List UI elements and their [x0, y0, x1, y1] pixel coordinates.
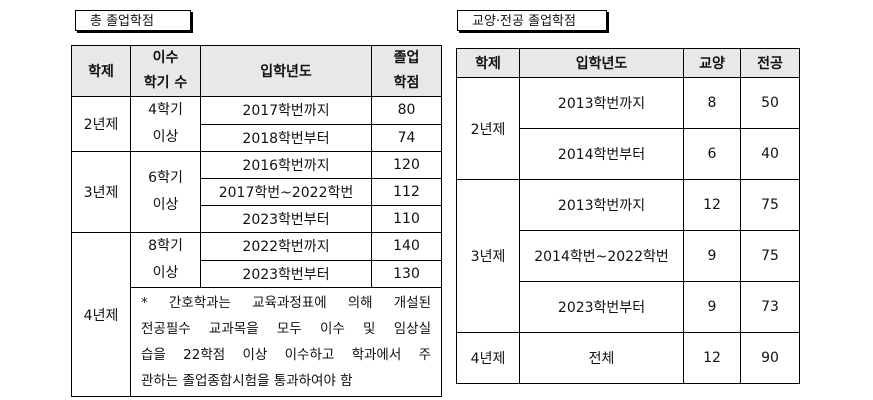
- header-semesters-line1: 이수: [152, 50, 179, 66]
- liberal-cell: 9: [683, 230, 741, 282]
- header-credits: 졸업 학점: [371, 45, 442, 97]
- credits-cell: 110: [371, 205, 442, 233]
- header-system: 학제: [71, 45, 131, 97]
- table-row: 2년제 4학기 이상 2017학번까지 80: [71, 96, 442, 152]
- header-semesters: 이수 학기 수: [130, 45, 201, 97]
- liberal-cell: 12: [683, 332, 741, 384]
- credits-cell: 80: [371, 96, 442, 125]
- liberal-cell: 12: [683, 179, 741, 231]
- major-cell: 90: [740, 332, 800, 384]
- semesters-cell: 6학기 이상: [130, 151, 201, 233]
- system-cell: 4년제: [456, 332, 520, 384]
- semesters-line: 이상: [152, 129, 179, 145]
- header-liberal: 교양: [683, 48, 741, 78]
- year-cell: 2013학번까지: [519, 179, 684, 231]
- liberal-major-credits-table: 학제 입학년도 교양 전공 2년제 2013학번까지 8 50 2014학번부터…: [456, 48, 800, 384]
- semesters-cell: 8학기 이상: [130, 232, 201, 288]
- year-cell: 2017학번~2022학번: [200, 178, 372, 206]
- header-system: 학제: [456, 48, 520, 78]
- table-row: 4년제 전체 12 90: [456, 332, 800, 384]
- major-cell: 50: [740, 77, 800, 129]
- table-row: 2014학번부터 6 40: [457, 128, 800, 180]
- year-cell: 2023학번부터: [519, 281, 684, 333]
- table-row: 3년제 2013학번까지 12 75: [456, 179, 800, 333]
- table-row: 2023학번부터 130: [72, 259, 442, 288]
- major-cell: 75: [740, 179, 800, 231]
- liberal-cell: 6: [683, 128, 741, 180]
- liberal-major-credits-title: 교양·전공 졸업학점: [457, 10, 607, 31]
- note-line: * 간호학과는 교육과정표에 의해 개설된: [141, 295, 431, 311]
- system-cell: 2년제: [456, 77, 520, 180]
- header-semesters-line2: 학기 수: [143, 75, 188, 91]
- system-cell: 3년제: [71, 151, 131, 233]
- year-cell: 2016학번까지: [200, 151, 372, 179]
- credits-cell: 120: [371, 151, 442, 179]
- credits-cell: 112: [371, 178, 442, 206]
- year-cell: 2014학번~2022학번: [519, 230, 684, 282]
- nursing-note: * 간호학과는 교육과정표에 의해 개설된 전공필수 교과목을 모두 이수 및 …: [130, 287, 442, 397]
- table-row: 2018학번부터 74: [72, 123, 442, 152]
- major-cell: 75: [740, 230, 800, 282]
- system-cell: 2년제: [71, 96, 131, 152]
- note-line: 관하는 졸업종합시험을 통과하여야 함: [141, 373, 353, 389]
- major-cell: 73: [740, 281, 800, 333]
- table-row: 2023학번부터 9 73: [457, 281, 800, 333]
- year-cell: 2014학번부터: [519, 128, 684, 180]
- note-line: 습을 22학점 이상 이수하고 학과에서 주: [141, 347, 431, 363]
- note-line: 전공필수 교과목을 모두 이수 및 임상실: [141, 321, 431, 337]
- header-year: 입학년도: [200, 45, 372, 97]
- semesters-line: 8학기: [148, 238, 183, 254]
- header-major: 전공: [740, 48, 800, 78]
- total-credits-table: 학제 이수 학기 수 입학년도 졸업 학점 2년제 4학기 이상 2017학번까…: [71, 45, 442, 397]
- major-cell: 40: [740, 128, 800, 180]
- year-cell: 2017학번까지: [200, 96, 372, 125]
- liberal-cell: 9: [683, 281, 741, 333]
- system-cell: 3년제: [456, 179, 520, 333]
- semesters-cell: 4학기 이상: [130, 96, 201, 152]
- table-row: 2023학번부터 110: [72, 205, 442, 233]
- header-credits-line1: 졸업: [393, 50, 420, 66]
- liberal-cell: 8: [683, 77, 741, 129]
- header-year: 입학년도: [519, 48, 684, 78]
- table-row: 2014학번~2022학번 9 75: [457, 230, 800, 282]
- credits-cell: 140: [371, 232, 442, 261]
- table-row: * 간호학과는 교육과정표에 의해 개설된 전공필수 교과목을 모두 이수 및 …: [72, 287, 442, 397]
- year-cell: 2023학번부터: [200, 259, 372, 288]
- table-row: 2년제 2013학번까지 8 50: [456, 77, 800, 180]
- year-cell: 2018학번부터: [200, 123, 372, 152]
- semesters-line: 이상: [152, 265, 179, 281]
- header-credits-line2: 학점: [393, 75, 420, 91]
- credits-cell: 74: [371, 123, 442, 152]
- credits-cell: 130: [371, 259, 442, 288]
- system-cell: 4년제: [71, 232, 131, 397]
- semesters-line: 4학기: [148, 102, 183, 118]
- year-cell: 2013학번까지: [519, 77, 684, 129]
- table-row: 3년제 6학기 이상 2016학번까지 120: [71, 151, 442, 233]
- year-cell: 2023학번부터: [200, 205, 372, 233]
- year-cell: 전체: [519, 332, 684, 384]
- total-credits-title: 총 졸업학점: [75, 10, 191, 31]
- table-row: 4년제 8학기 이상 2022학번까지 140: [71, 232, 442, 397]
- year-cell: 2022학번까지: [200, 232, 372, 261]
- semesters-line: 이상: [152, 197, 179, 213]
- semesters-line: 6학기: [148, 170, 183, 186]
